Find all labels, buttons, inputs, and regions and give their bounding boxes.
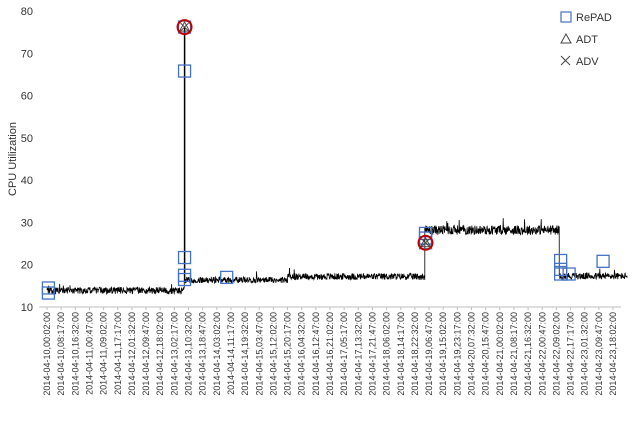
adv-point <box>421 238 430 248</box>
repad-point <box>177 64 192 78</box>
repad-point <box>41 286 56 300</box>
axes: 10 20 30 40 50 60 70 80 CPU Utilization 2014-04-1… <box>7 6 621 396</box>
legend-adt-symbol <box>560 32 572 44</box>
series-layer <box>46 27 628 296</box>
adt-point <box>419 236 432 248</box>
y-tick-label: 20 <box>21 260 33 272</box>
repad-point <box>553 262 568 277</box>
legend-repad-symbol <box>560 11 572 23</box>
repad-point <box>553 267 568 281</box>
adv-point <box>180 22 189 32</box>
x-tick-label: 2014-04-14,19:32:00 <box>240 312 250 396</box>
x-tick-label: 2014-04-21,00:02:00 <box>495 312 505 396</box>
x-tick-label: 2014-04-12,09:47:00 <box>141 312 151 396</box>
x-tick-label: 2014-04-15,03:47:00 <box>254 312 264 396</box>
x-tick-label: 2014-04-23,01:32:00 <box>580 312 590 396</box>
legend-adv-label: ADV <box>576 56 599 68</box>
x-tick-label: 2014-04-18,22:32:00 <box>410 312 420 396</box>
repad-point <box>596 254 610 268</box>
x-tick-label: 2014-04-20,07:32:00 <box>467 312 477 396</box>
x-tick-label: 2014-04-22,17:17:00 <box>566 312 576 396</box>
detected-anomaly-circle <box>176 19 193 36</box>
x-tick-label: 2014-04-13,10:32:00 <box>184 312 194 396</box>
legend-adv-symbol <box>560 55 571 66</box>
y-tick-label: 10 <box>21 302 33 314</box>
x-tick-label: 2014-04-17,05:17:00 <box>339 312 349 396</box>
x-tick-label: 2014-04-18,06:02:00 <box>382 312 392 396</box>
y-axis-title: CPU Utilization <box>7 122 19 196</box>
x-tick-label: 2014-04-22,09:02:00 <box>551 312 561 396</box>
x-tick-label: 2014-04-23,09:47:00 <box>594 312 604 396</box>
x-tick-label: 2014-04-12,01:32:00 <box>127 312 137 396</box>
x-tick-label: 2014-04-15,12:02:00 <box>268 312 278 396</box>
x-tick-label: 2014-04-21,16:32:00 <box>523 312 533 396</box>
x-tick-label: 2014-04-11,17:17:00 <box>113 312 123 395</box>
x-tick-label: 2014-04-10,00:02:00 <box>42 312 52 396</box>
x-tick-label: 2014-04-15,20:17:00 <box>283 312 293 396</box>
repad-point <box>220 270 234 285</box>
x-tick-label: 2014-04-11,00:47:00 <box>84 312 94 395</box>
adt-point <box>178 21 191 32</box>
legend: RePAD ADT ADV <box>558 8 618 76</box>
y-tick-label: 80 <box>21 6 33 18</box>
x-tick-label: 2014-04-19,15:02:00 <box>438 312 448 396</box>
repad-point <box>553 253 568 268</box>
repad-point <box>562 267 576 281</box>
x-tick-label: 2014-04-13,02:17:00 <box>169 312 179 396</box>
x-tick-label: 2014-04-14,11:17:00 <box>226 312 236 395</box>
legend-repad-label: RePAD <box>576 12 612 24</box>
x-tick-label: 2014-04-10,16:32:00 <box>70 312 80 396</box>
y-tick-label: 70 <box>21 48 33 60</box>
x-tick-label: 2014-04-10,08:17:00 <box>56 312 66 396</box>
y-tick-label: 30 <box>21 217 33 229</box>
markers-layer <box>41 19 610 300</box>
x-tick-label: 2014-04-19,23:17:00 <box>452 312 462 396</box>
x-tick-label: 2014-04-21,08:17:00 <box>509 312 519 396</box>
x-tick-label: 2014-04-13,18:47:00 <box>198 312 208 396</box>
x-tick-label: 2014-04-14,03:02:00 <box>212 312 222 396</box>
x-tick-label: 2014-04-17,13:32:00 <box>353 312 363 396</box>
y-tick-label: 40 <box>21 175 33 187</box>
y-tick-label: 50 <box>21 133 33 145</box>
x-tick-label: 2014-04-23,18:02:00 <box>608 312 618 396</box>
legend-box <box>558 8 618 76</box>
cpu-series-line <box>46 27 628 296</box>
x-tick-label: 2014-04-18,14:17:00 <box>396 312 406 396</box>
x-tick-label: 2014-04-17,21:47:00 <box>367 312 377 396</box>
detected-anomaly-circle <box>417 234 434 251</box>
repad-point <box>177 250 192 265</box>
x-tick-label: 2014-04-22,00:47:00 <box>537 312 547 396</box>
x-tick-label: 2014-04-11,09:02:00 <box>99 312 109 395</box>
y-tick-label: 60 <box>21 91 33 103</box>
x-tick-label: 2014-04-16,21:02:00 <box>325 312 335 396</box>
x-tick-label: 2014-04-16,12:47:00 <box>311 312 321 396</box>
repad-point <box>177 272 192 287</box>
x-tick-label: 2014-04-12,18:02:00 <box>155 312 165 396</box>
x-tick-label: 2014-04-19,06:47:00 <box>424 312 434 396</box>
x-tick-label: 2014-04-16,04:32:00 <box>297 312 307 396</box>
legend-adt-label: ADT <box>576 34 598 46</box>
x-tick-label: 2014-04-20,15:47:00 <box>481 312 491 396</box>
